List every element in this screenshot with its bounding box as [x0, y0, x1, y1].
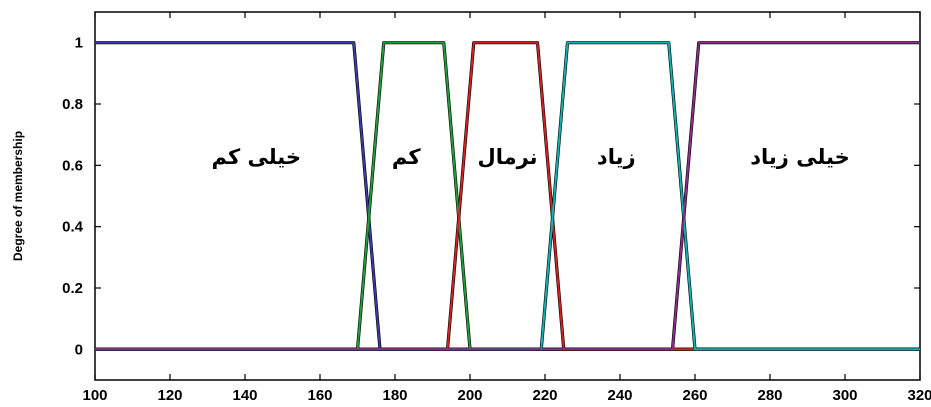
x-tick-label: 280: [757, 387, 782, 404]
x-tick-label: 140: [232, 387, 257, 404]
y-tick-label: 0.8: [62, 96, 83, 113]
x-tick-label: 100: [82, 387, 107, 404]
x-tick-label: 320: [907, 387, 931, 404]
region-label: خیلی کم: [211, 145, 301, 169]
y-tick-label: 0.6: [62, 157, 83, 174]
series-4-outline: [95, 41, 920, 351]
series-3-line: [95, 41, 920, 351]
x-tick-label: 200: [457, 387, 482, 404]
x-tick-label: 260: [682, 387, 707, 404]
region-label: زیاد: [597, 145, 636, 169]
x-tick-label: 180: [382, 387, 407, 404]
x-tick-label: 300: [832, 387, 857, 404]
y-tick-label: 0.4: [62, 219, 84, 236]
series-2-outline: [95, 41, 920, 351]
region-label: کم: [392, 145, 421, 169]
region-label: نرمال: [477, 145, 537, 169]
y-axis-title: Degree of membership: [11, 131, 25, 261]
plot-frame: [94, 11, 921, 381]
labels-layer: خیلی کم کم نرمال زیاد خیلی زیاد: [211, 145, 849, 169]
series-layer: [95, 41, 920, 351]
ticks: 100 120 140 160 180 200 220 240 260 280 300 320 0 0.2…: [62, 12, 931, 404]
series-2-line: [95, 41, 920, 351]
series-1-outline: [95, 41, 920, 351]
series-1-line: [95, 41, 920, 351]
series-4-line: [95, 41, 920, 351]
y-tick-label: 0: [75, 341, 83, 358]
x-tick-label: 240: [607, 387, 632, 404]
y-tick-label: 0.2: [62, 280, 83, 297]
series-5-line: [95, 41, 920, 351]
x-tick-label: 160: [307, 387, 332, 404]
series-3-outline: [95, 41, 920, 351]
x-tick-label: 220: [532, 387, 557, 404]
series-5-outline: [95, 41, 920, 351]
x-tick-label: 120: [157, 387, 182, 404]
region-label: خیلی زیاد: [750, 145, 849, 169]
y-tick-label: 1: [75, 35, 83, 52]
